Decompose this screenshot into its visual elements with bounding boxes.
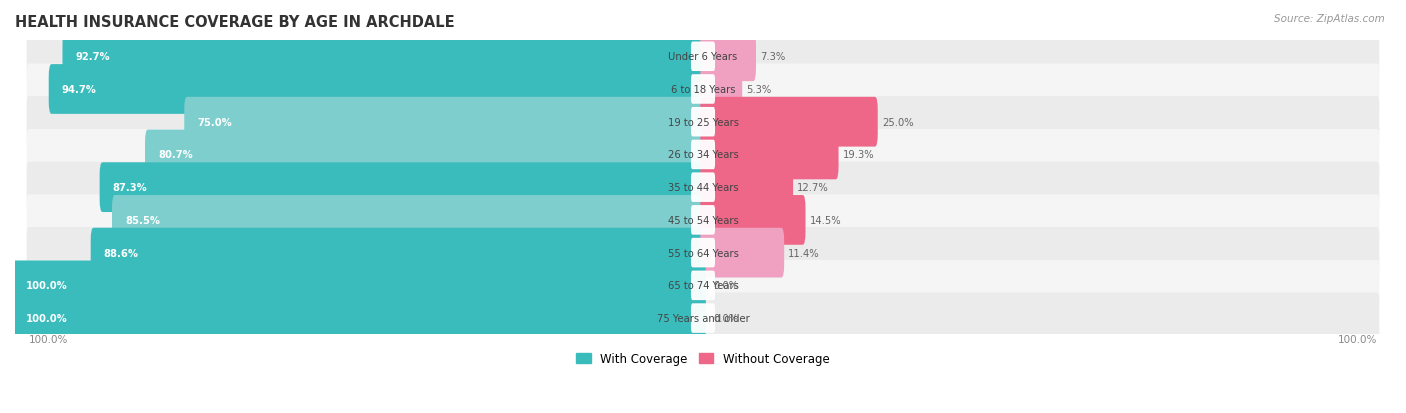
- Text: 0.0%: 0.0%: [713, 313, 738, 323]
- Text: 94.7%: 94.7%: [62, 85, 97, 95]
- Text: 100.0%: 100.0%: [28, 335, 67, 344]
- Text: 85.5%: 85.5%: [125, 215, 160, 225]
- FancyBboxPatch shape: [112, 195, 706, 245]
- FancyBboxPatch shape: [700, 97, 877, 147]
- FancyBboxPatch shape: [27, 32, 1379, 83]
- FancyBboxPatch shape: [184, 97, 706, 147]
- Text: 100.0%: 100.0%: [25, 281, 67, 291]
- Legend: With Coverage, Without Coverage: With Coverage, Without Coverage: [572, 347, 834, 370]
- FancyBboxPatch shape: [27, 162, 1379, 213]
- Text: 5.3%: 5.3%: [747, 85, 772, 95]
- FancyBboxPatch shape: [100, 163, 706, 213]
- FancyBboxPatch shape: [700, 195, 806, 245]
- Text: 88.6%: 88.6%: [104, 248, 139, 258]
- Text: 26 to 34 Years: 26 to 34 Years: [668, 150, 738, 160]
- Text: 19 to 25 Years: 19 to 25 Years: [668, 117, 738, 127]
- FancyBboxPatch shape: [700, 32, 756, 82]
- FancyBboxPatch shape: [27, 293, 1379, 344]
- Text: 11.4%: 11.4%: [789, 248, 820, 258]
- FancyBboxPatch shape: [49, 65, 706, 114]
- FancyBboxPatch shape: [62, 32, 706, 82]
- FancyBboxPatch shape: [692, 76, 714, 104]
- FancyBboxPatch shape: [692, 141, 714, 169]
- FancyBboxPatch shape: [692, 239, 714, 267]
- FancyBboxPatch shape: [27, 97, 1379, 148]
- FancyBboxPatch shape: [27, 64, 1379, 115]
- FancyBboxPatch shape: [13, 261, 706, 311]
- Text: 100.0%: 100.0%: [1339, 335, 1378, 344]
- Text: 65 to 74 Years: 65 to 74 Years: [668, 281, 738, 291]
- FancyBboxPatch shape: [90, 228, 706, 278]
- FancyBboxPatch shape: [700, 65, 742, 114]
- FancyBboxPatch shape: [27, 195, 1379, 246]
- Text: 19.3%: 19.3%: [842, 150, 875, 160]
- FancyBboxPatch shape: [692, 304, 714, 332]
- FancyBboxPatch shape: [692, 206, 714, 235]
- Text: 25.0%: 25.0%: [882, 117, 914, 127]
- FancyBboxPatch shape: [145, 130, 706, 180]
- Text: 92.7%: 92.7%: [76, 52, 110, 62]
- FancyBboxPatch shape: [27, 260, 1379, 311]
- Text: 7.3%: 7.3%: [761, 52, 786, 62]
- Text: 55 to 64 Years: 55 to 64 Years: [668, 248, 738, 258]
- FancyBboxPatch shape: [692, 272, 714, 300]
- FancyBboxPatch shape: [13, 294, 706, 343]
- FancyBboxPatch shape: [700, 228, 785, 278]
- Text: 14.5%: 14.5%: [810, 215, 841, 225]
- Text: Source: ZipAtlas.com: Source: ZipAtlas.com: [1274, 14, 1385, 24]
- FancyBboxPatch shape: [27, 130, 1379, 180]
- Text: 12.7%: 12.7%: [797, 183, 830, 193]
- FancyBboxPatch shape: [692, 43, 714, 71]
- Text: 75 Years and older: 75 Years and older: [657, 313, 749, 323]
- FancyBboxPatch shape: [692, 174, 714, 202]
- FancyBboxPatch shape: [700, 130, 838, 180]
- FancyBboxPatch shape: [700, 163, 793, 213]
- Text: 6 to 18 Years: 6 to 18 Years: [671, 85, 735, 95]
- FancyBboxPatch shape: [692, 108, 714, 136]
- Text: 100.0%: 100.0%: [25, 313, 67, 323]
- Text: 75.0%: 75.0%: [197, 117, 232, 127]
- Text: 0.0%: 0.0%: [713, 281, 738, 291]
- Text: Under 6 Years: Under 6 Years: [668, 52, 738, 62]
- Text: 80.7%: 80.7%: [157, 150, 193, 160]
- Text: HEALTH INSURANCE COVERAGE BY AGE IN ARCHDALE: HEALTH INSURANCE COVERAGE BY AGE IN ARCH…: [15, 15, 454, 30]
- FancyBboxPatch shape: [27, 228, 1379, 278]
- Text: 35 to 44 Years: 35 to 44 Years: [668, 183, 738, 193]
- Text: 87.3%: 87.3%: [112, 183, 148, 193]
- Text: 45 to 54 Years: 45 to 54 Years: [668, 215, 738, 225]
